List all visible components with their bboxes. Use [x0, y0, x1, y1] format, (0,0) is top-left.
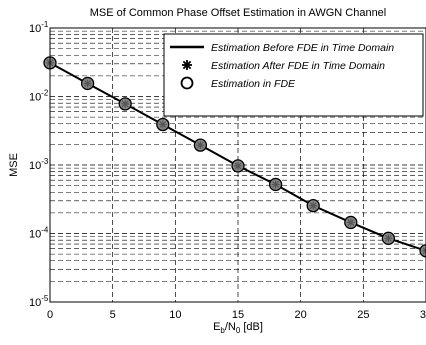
marker-layer — [43, 56, 426, 258]
legend: Estimation Before FDE in Time Domain Est… — [163, 33, 424, 117]
legend-box — [163, 33, 424, 117]
x-tick-label: 20 — [295, 309, 307, 321]
legend-label-2: Estimation in FDE — [211, 78, 296, 90]
y-tick-label: 10-5 — [29, 294, 49, 309]
x-tick-label: 30 — [420, 309, 426, 321]
marker-asterisk — [234, 161, 242, 170]
x-axis-label-sub1: b — [220, 326, 225, 335]
legend-swatch-asterisk — [182, 60, 192, 70]
legend-swatch-circle — [180, 76, 194, 90]
marker-asterisk — [83, 79, 92, 88]
marker-asterisk — [196, 141, 205, 150]
marker-asterisk — [346, 218, 355, 227]
x-axis-label-main: E — [213, 321, 220, 333]
y-tick-label: 10-2 — [29, 89, 49, 104]
x-tick-label: 10 — [169, 309, 181, 321]
chart-title: MSE of Common Phase Offset Estimation in… — [90, 7, 387, 19]
x-tick-label: 25 — [357, 309, 369, 321]
x-axis-label-sub2: 0 — [236, 326, 241, 335]
x-tick-labels: 0 5 10 15 20 25 30 — [47, 309, 426, 321]
y-axis-label: MSE — [8, 153, 20, 177]
marker-asterisk — [121, 99, 130, 108]
marker-asterisk — [384, 234, 393, 243]
legend-label-0: Estimation Before FDE in Time Domain — [211, 42, 394, 54]
y-tick-label: 10-1 — [29, 20, 49, 35]
marker-asterisk — [271, 180, 280, 189]
x-axis-label-unit: [dB] — [240, 321, 263, 333]
x-tick-label: 15 — [232, 309, 244, 321]
x-tick-label: 5 — [110, 309, 116, 321]
x-axis-label: Eb/N0 [dB] — [213, 321, 263, 335]
y-tick-label: 10-3 — [29, 157, 49, 172]
x-tick-label: 0 — [47, 309, 53, 321]
marker-asterisk — [158, 120, 167, 129]
marker-asterisk — [422, 246, 426, 255]
y-tick-label: 10-4 — [29, 226, 49, 241]
y-tick-labels: 10-5 10-4 10-3 10-2 10-1 — [29, 20, 49, 309]
plot-frame — [49, 27, 426, 303]
x-axis-label-mid: /N — [225, 321, 236, 333]
marker-asterisk — [309, 201, 318, 210]
legend-label-1: Estimation After FDE in Time Domain — [211, 60, 385, 72]
